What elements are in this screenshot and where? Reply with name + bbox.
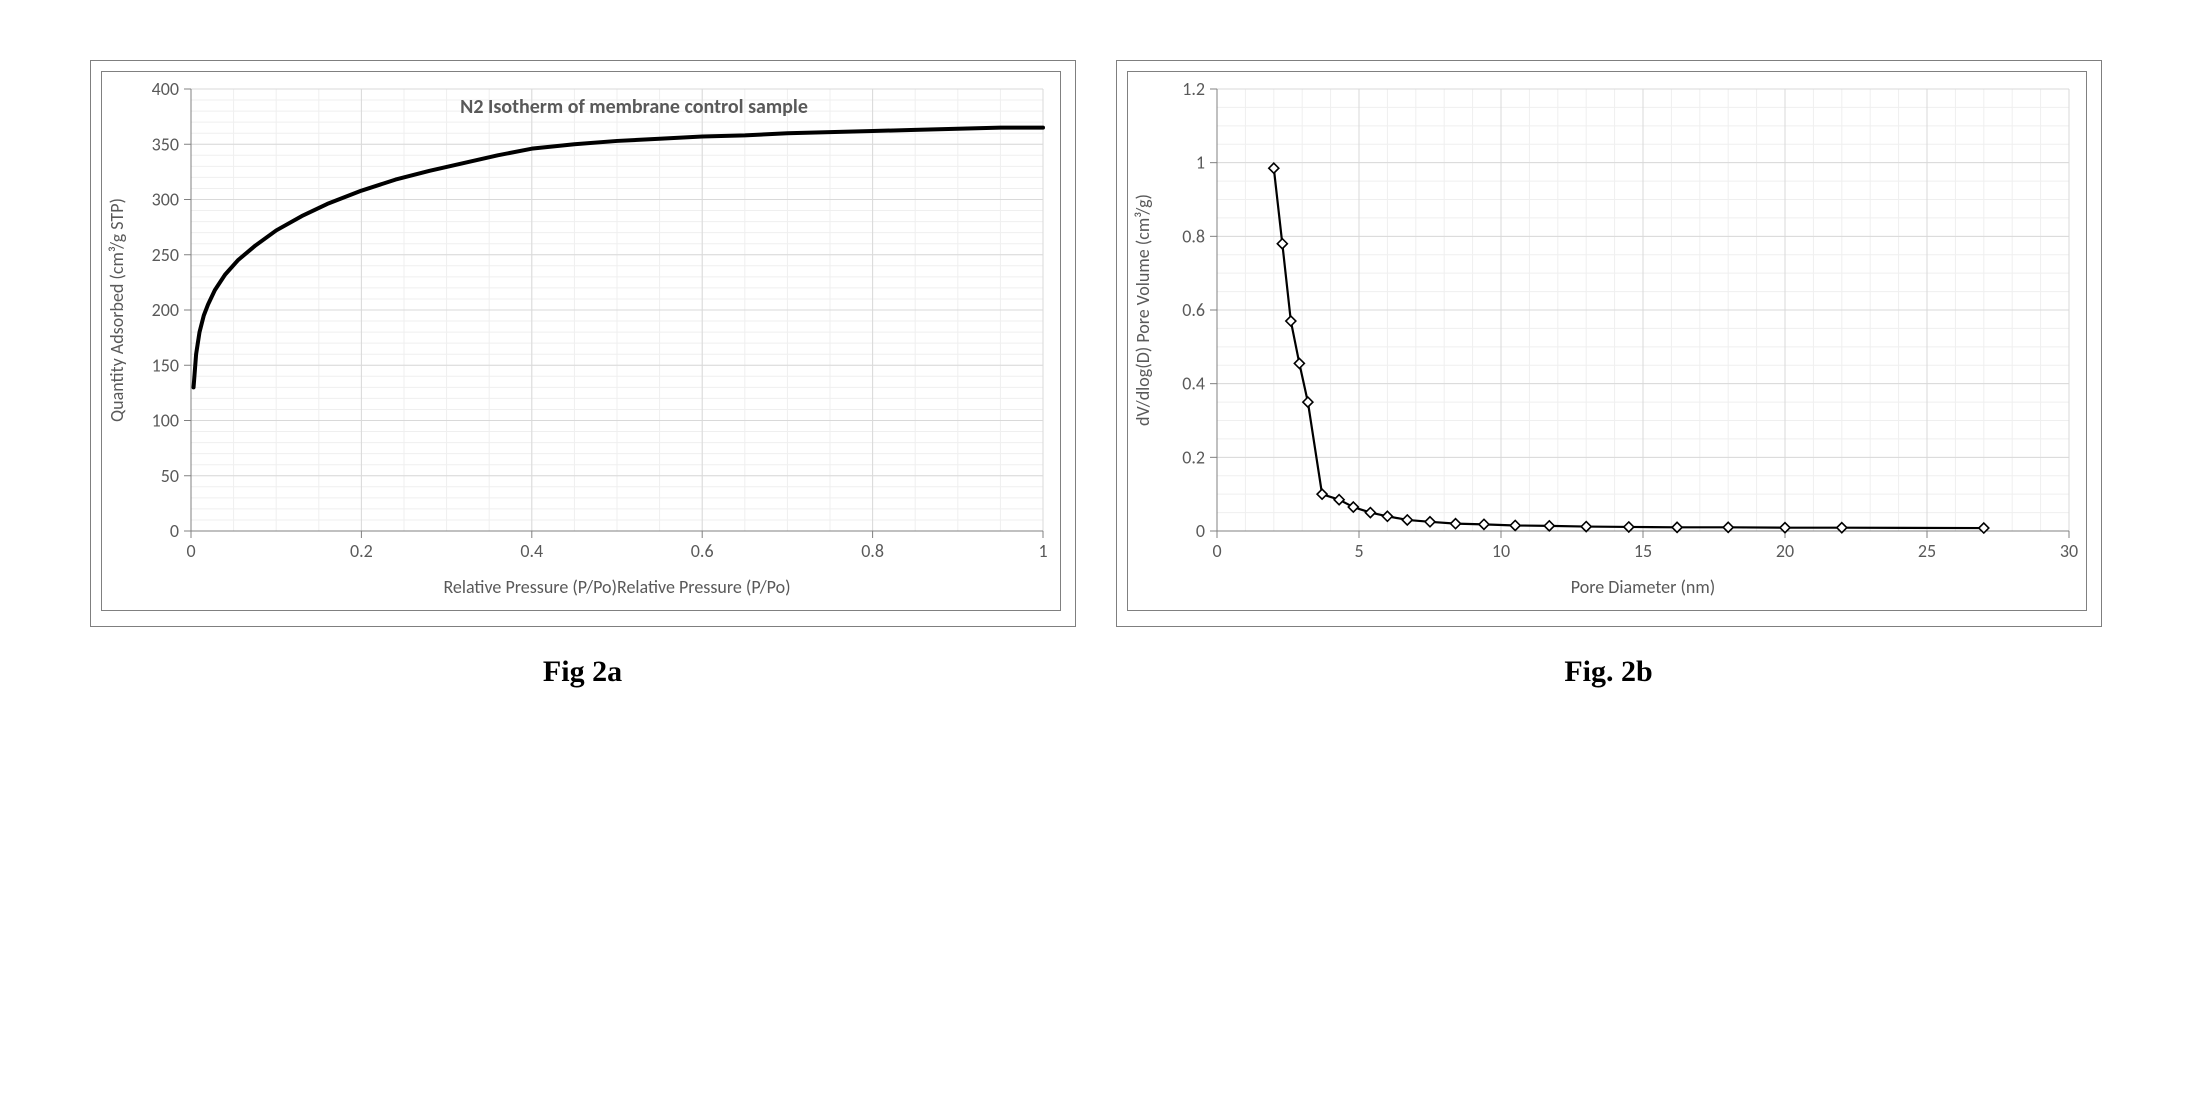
svg-text:10: 10	[1491, 540, 1509, 562]
svg-text:0.2: 0.2	[350, 540, 373, 562]
chart-isotherm-panel: 0 0.2 0.4 0.6 0.8 1 0 50 100 150 200 250 300 350 400 Re…	[90, 60, 1076, 627]
caption-2b: Fig. 2b	[1116, 655, 2102, 689]
svg-text:0: 0	[186, 540, 195, 562]
svg-text:0.2: 0.2	[1182, 446, 1205, 468]
svg-text:400: 400	[151, 78, 178, 100]
chart-porevolume: 0 5 10 15 20 25 30 0 0.2 0.4 0.6 0.8 1 1.2 Pore Diamet…	[1127, 71, 2087, 611]
svg-text:200: 200	[151, 299, 178, 321]
chart-porevolume-panel: 0 5 10 15 20 25 30 0 0.2 0.4 0.6 0.8 1 1.2 Pore Diamet…	[1116, 60, 2102, 627]
svg-text:100: 100	[151, 410, 178, 432]
svg-text:250: 250	[151, 244, 178, 266]
svg-text:Quantity Adsorbed (cm³/g STP): Quantity Adsorbed (cm³/g STP)	[106, 198, 128, 422]
svg-text:dV/dlog(D) Pore Volume (cm³/g): dV/dlog(D) Pore Volume (cm³/g)	[1132, 194, 1154, 426]
svg-text:N2 Isotherm of membrane contro: N2 Isotherm of membrane control sample	[460, 95, 808, 119]
figure-page: 00.20.40.60.81050100150200250300350400Re…	[0, 0, 2191, 749]
svg-text:20: 20	[1775, 540, 1793, 562]
svg-text:1: 1	[1195, 152, 1204, 174]
svg-text:5: 5	[1354, 540, 1363, 562]
svg-text:350: 350	[151, 133, 178, 155]
svg-text:25: 25	[1917, 540, 1935, 562]
svg-text:0.8: 0.8	[1182, 225, 1205, 247]
svg-text:1.2: 1.2	[1182, 78, 1205, 100]
svg-text:30: 30	[2059, 540, 2077, 562]
svg-text:0.8: 0.8	[861, 540, 884, 562]
svg-text:0.6: 0.6	[1182, 299, 1205, 321]
svg-text:0: 0	[1195, 520, 1204, 542]
svg-text:15: 15	[1633, 540, 1651, 562]
svg-text:300: 300	[151, 189, 178, 211]
svg-text:0.4: 0.4	[1182, 373, 1205, 395]
svg-text:0: 0	[1212, 540, 1221, 562]
svg-text:Pore Diameter (nm): Pore Diameter (nm)	[1570, 576, 1714, 598]
caption-2a: Fig 2a	[90, 655, 1076, 689]
svg-text:150: 150	[151, 354, 178, 376]
figure-2a: 0 0.2 0.4 0.6 0.8 1 0 50 100 150 200 250 300 350 400 Re…	[90, 60, 1076, 689]
svg-text:50: 50	[160, 465, 178, 487]
svg-text:0: 0	[169, 520, 178, 542]
svg-text:0.4: 0.4	[520, 540, 543, 562]
svg-text:1: 1	[1038, 540, 1047, 562]
svg-text:0.6: 0.6	[690, 540, 713, 562]
chart-isotherm: 0 0.2 0.4 0.6 0.8 1 0 50 100 150 200 250 300 350 400 Re…	[101, 71, 1061, 611]
svg-text:Relative Pressure (P/Po)Relati: Relative Pressure (P/Po)Relative Pressur…	[443, 576, 790, 598]
figure-2b: 0 5 10 15 20 25 30 0 0.2 0.4 0.6 0.8 1 1.2 Pore Diamet…	[1116, 60, 2102, 689]
